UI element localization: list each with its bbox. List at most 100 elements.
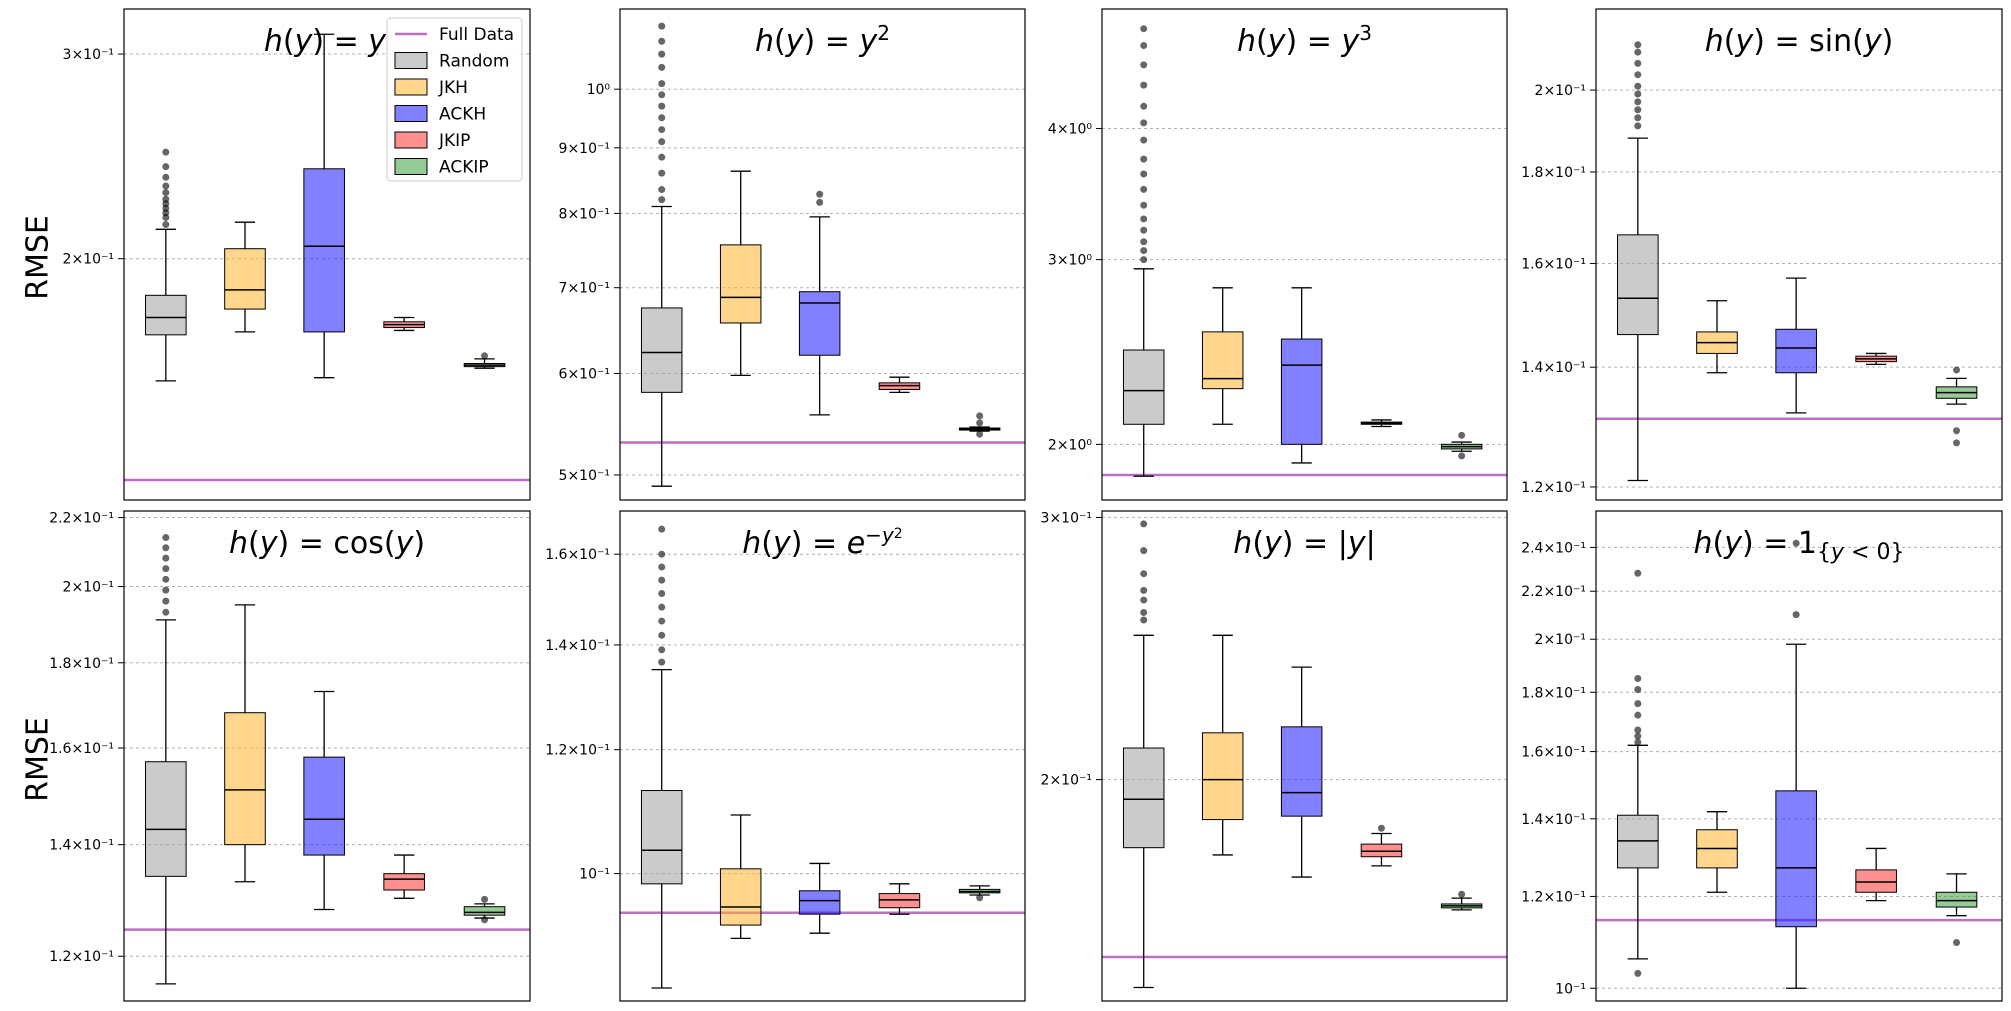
outlier-point bbox=[1792, 611, 1800, 619]
outlier-point bbox=[658, 138, 666, 146]
outlier-point bbox=[658, 102, 666, 110]
subplot-title: h(y) = y2 bbox=[755, 21, 890, 59]
outlier-point bbox=[1140, 41, 1148, 49]
outlier-point bbox=[481, 916, 489, 924]
box-jkip bbox=[1855, 847, 1897, 902]
y-tick-label: 2×10⁻¹ bbox=[1041, 773, 1092, 789]
y-tick-label: 1.2×10⁻¹ bbox=[545, 743, 610, 759]
y-tick-label: 1.2×10⁻¹ bbox=[1521, 480, 1586, 496]
y-tick-label: 1.2×10⁻¹ bbox=[49, 949, 114, 965]
y-tick-label: 2.4×10⁻¹ bbox=[1521, 540, 1586, 556]
outlier-point bbox=[976, 894, 984, 902]
outlier-point bbox=[1953, 439, 1961, 447]
outlier-point bbox=[658, 646, 666, 654]
outlier-point bbox=[1634, 41, 1642, 49]
outlier-point bbox=[658, 576, 666, 584]
box-jkip bbox=[1360, 824, 1403, 867]
box-iqr bbox=[798, 890, 841, 915]
outlier-point bbox=[162, 597, 170, 605]
title-part: y bbox=[1830, 540, 1845, 565]
outlier-point bbox=[658, 186, 666, 194]
box-iqr bbox=[1855, 869, 1897, 893]
box-random bbox=[640, 22, 683, 487]
box-iqr bbox=[463, 906, 506, 916]
legend-label: JKIP bbox=[438, 131, 470, 151]
outlier-point bbox=[1140, 61, 1148, 69]
y-tick-label: 7×10⁻¹ bbox=[559, 281, 610, 297]
title-part: ) bbox=[1882, 24, 1894, 59]
outlier-point bbox=[1140, 102, 1148, 110]
subplot-title: h(y) = sin(y) bbox=[1705, 24, 1894, 59]
legend: Full Data Random JKH ACKH JKIP ACKIP bbox=[386, 17, 523, 182]
box-jkh bbox=[1201, 287, 1244, 425]
outlier-point bbox=[162, 534, 170, 542]
title-part: 2 bbox=[894, 526, 903, 542]
title-part: | bbox=[1366, 526, 1376, 561]
legend-label: ACKIP bbox=[439, 158, 489, 178]
outlier-point bbox=[1634, 98, 1642, 106]
box-jkh bbox=[1696, 811, 1738, 893]
y-tick-label: 2.2×10⁻¹ bbox=[1521, 584, 1586, 600]
title-part: ) = bbox=[1286, 24, 1342, 59]
title-part: ( bbox=[761, 526, 773, 561]
box-iqr bbox=[719, 244, 762, 324]
y-tick-label: 9×10⁻¹ bbox=[559, 141, 610, 157]
box-ackh bbox=[798, 862, 841, 934]
outlier-point bbox=[1634, 106, 1642, 114]
title-part: y bbox=[1347, 526, 1367, 561]
title-part: { bbox=[1817, 540, 1831, 565]
box-ackh bbox=[1775, 277, 1817, 414]
y-tick-label: 1.8×10⁻¹ bbox=[49, 656, 114, 672]
title-part: 3 bbox=[1359, 21, 1372, 45]
box-ackh bbox=[303, 33, 345, 379]
y-tick-label: 2.2×10⁻¹ bbox=[49, 511, 114, 527]
title-part: y bbox=[1734, 24, 1754, 59]
outlier-point bbox=[1140, 586, 1148, 594]
title-part: ( bbox=[1713, 526, 1725, 561]
legend-swatch bbox=[394, 105, 428, 122]
outlier-point bbox=[658, 617, 666, 625]
outlier-point bbox=[1140, 215, 1148, 223]
y-tick-label: 1.4×10⁻¹ bbox=[545, 638, 610, 654]
y-tick-label: 8×10⁻¹ bbox=[559, 206, 610, 222]
outlier-point bbox=[162, 221, 170, 229]
title-part: y bbox=[785, 24, 805, 59]
box-random bbox=[145, 148, 187, 382]
y-tick-label: 10⁰ bbox=[587, 82, 611, 98]
y-tick-label: 3×10⁰ bbox=[1048, 253, 1092, 269]
legend-swatch bbox=[394, 131, 428, 149]
outlier-point bbox=[1458, 452, 1466, 460]
outlier-point bbox=[1634, 114, 1642, 122]
box-random bbox=[1617, 41, 1659, 482]
box-iqr bbox=[303, 756, 345, 856]
outlier-point bbox=[1140, 247, 1148, 255]
outlier-point bbox=[658, 114, 666, 122]
outlier-point bbox=[481, 895, 489, 903]
outlier-point bbox=[816, 190, 824, 198]
y-tick-label: 1.4×10⁻¹ bbox=[1521, 812, 1586, 828]
outlier-point bbox=[1634, 700, 1642, 708]
subplot-title: h(y) = y3 bbox=[1237, 21, 1372, 59]
title-part: 2 bbox=[877, 21, 890, 45]
title-part: y bbox=[1263, 526, 1283, 561]
title-part: ( bbox=[1724, 24, 1736, 59]
outlier-point bbox=[162, 148, 170, 156]
box-ackip bbox=[958, 885, 1001, 902]
outlier-point bbox=[658, 50, 666, 58]
title-part: − bbox=[865, 523, 882, 547]
title-part: h bbox=[1233, 526, 1252, 561]
box-jkh bbox=[224, 604, 266, 883]
title-part: y bbox=[367, 24, 387, 59]
outlier-point bbox=[658, 550, 666, 558]
box-iqr bbox=[224, 248, 266, 310]
title-part: y bbox=[1340, 24, 1360, 59]
outlier-point bbox=[1377, 824, 1385, 832]
outlier-point bbox=[1634, 738, 1642, 746]
title-part: y bbox=[772, 526, 792, 561]
subplot-4: 1.2×10⁻¹ 1.4×10⁻¹ 1.6×10⁻¹ 1.8×10⁻¹ 2×10⁻¹ h(… bbox=[1521, 8, 2003, 501]
outlier-point bbox=[1140, 570, 1148, 578]
outlier-point bbox=[1140, 25, 1148, 33]
axes-frame bbox=[123, 510, 531, 1002]
box-jkip bbox=[1360, 419, 1403, 428]
